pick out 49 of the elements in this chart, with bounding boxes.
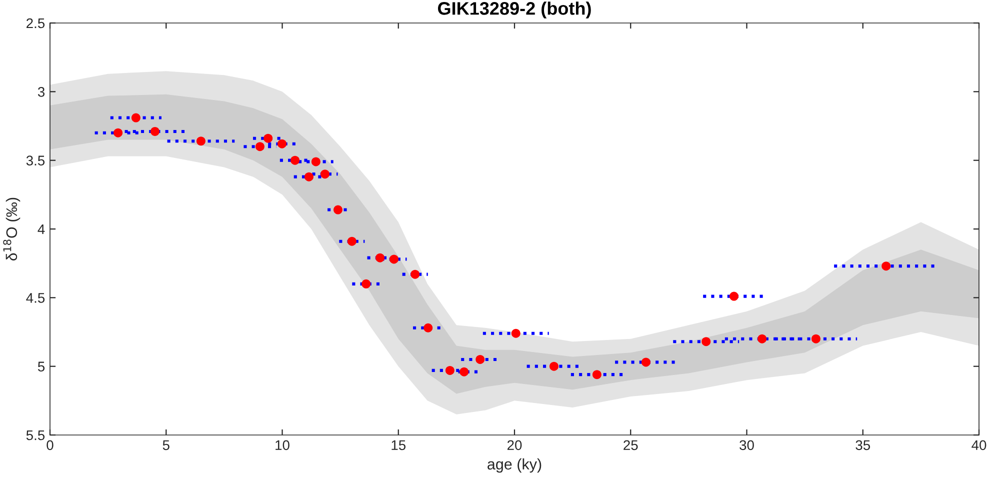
point [592, 370, 602, 380]
y-tick-label: 4 [38, 224, 45, 234]
point [290, 156, 300, 165]
point [476, 354, 485, 364]
x-tick-label: 15 [392, 440, 406, 450]
point [511, 328, 520, 338]
y-tick-label: 4.5 [26, 293, 45, 303]
point [460, 367, 469, 376]
point [150, 126, 160, 136]
point [347, 236, 356, 246]
point [758, 334, 767, 344]
y-tick-label: 5.5 [26, 430, 45, 440]
point [811, 334, 820, 344]
x-axis-title: age (ky) [488, 458, 542, 473]
x-tick-label: 10 [276, 440, 290, 450]
x-tick-label: 5 [162, 440, 170, 450]
y-tick-label: 2.5 [26, 18, 45, 28]
x-tick-label: 35 [856, 440, 870, 450]
point [410, 270, 420, 279]
point [114, 128, 123, 138]
point [445, 366, 454, 375]
point [882, 262, 891, 271]
point [389, 254, 398, 264]
point [729, 292, 738, 301]
point [333, 205, 342, 214]
point [196, 136, 206, 146]
x-tick-label: 25 [624, 440, 638, 450]
point [362, 279, 371, 288]
y-tick-label: 3.5 [26, 156, 45, 166]
point [549, 362, 558, 371]
x-tick-label: 20 [507, 440, 522, 450]
point [264, 134, 273, 143]
point [641, 358, 650, 367]
chart-title: GIK13289-2 (both) [438, 2, 591, 18]
point [376, 253, 385, 262]
point [131, 113, 140, 122]
point [311, 157, 320, 166]
y-tick-label: 5 [38, 362, 45, 372]
y-tick-label: 3 [38, 87, 45, 97]
point [424, 323, 433, 332]
point [278, 139, 287, 148]
x-tick-label: 40 [972, 440, 986, 450]
y-axis-title: δ$^{18}$O (‰) [3, 198, 20, 261]
point [320, 170, 330, 179]
point [702, 337, 711, 346]
x-tick-label: 30 [740, 440, 754, 450]
point [304, 172, 314, 182]
point [255, 142, 264, 152]
x-tick-label: 0 [46, 440, 54, 450]
